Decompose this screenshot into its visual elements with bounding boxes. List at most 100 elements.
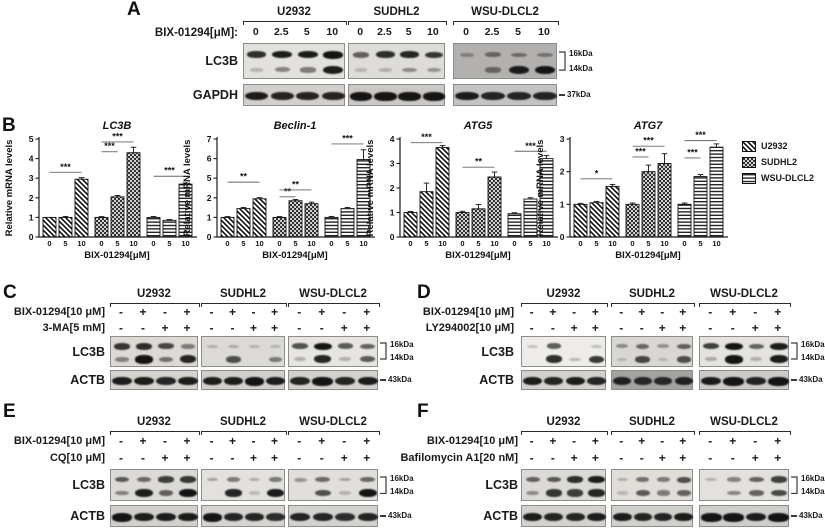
- blot-band: [314, 489, 331, 497]
- blot-band: [296, 91, 320, 101]
- bar-SUDHL2-5: [110, 196, 125, 238]
- condition-sign: -: [708, 321, 713, 335]
- blot-band: [337, 343, 353, 350]
- blot-band: [544, 512, 564, 522]
- panel-a-letter: A: [127, 0, 141, 20]
- blot-band: [323, 65, 344, 75]
- blot-band: [134, 376, 154, 386]
- condition-sign: +: [340, 451, 348, 465]
- condition-row-label: CQ[10 μM]: [49, 452, 105, 464]
- significance-stars: ***: [60, 162, 71, 172]
- panel-d-letter: D: [417, 282, 431, 303]
- significance-stars: **: [284, 186, 292, 196]
- condition-sign: +: [161, 321, 169, 335]
- y-tick-label: 0: [390, 232, 395, 242]
- legend-swatch-diagonal: [742, 141, 756, 152]
- blot-band: [422, 91, 446, 101]
- header-bracket: [453, 21, 559, 25]
- condition-sign: -: [297, 434, 302, 448]
- dose-value: 5: [515, 26, 521, 38]
- cell-line-header: SUDHL2: [373, 6, 420, 18]
- chart-title: LC3B: [103, 120, 132, 132]
- blot-band: [250, 68, 264, 72]
- significance-stars: **: [292, 179, 300, 189]
- cell-line-header: U2932: [546, 288, 581, 300]
- condition-sign: -: [572, 305, 577, 319]
- blot-band: [293, 477, 307, 482]
- y-tick-label: 2: [207, 193, 212, 203]
- x-tick-label: 10: [660, 239, 668, 248]
- y-tick-label: 7: [207, 134, 212, 144]
- blot-band: [339, 477, 352, 482]
- x-tick-label: 0: [151, 239, 155, 248]
- blot-image-actb-u2932: [521, 370, 606, 390]
- condition-sign: -: [730, 451, 735, 465]
- cell-line-header: U2932: [546, 416, 581, 428]
- blot-band: [424, 51, 443, 59]
- condition-sign: +: [679, 451, 687, 465]
- condition-sign: -: [708, 305, 713, 319]
- antibody-label: ACTB: [70, 373, 105, 387]
- bar-U2932-0: [403, 212, 418, 238]
- condition-sign: -: [230, 451, 235, 465]
- header-bracket: [201, 431, 287, 435]
- condition-sign: -: [619, 451, 624, 465]
- significance-stars: ***: [421, 132, 432, 142]
- condition-sign: -: [209, 321, 214, 335]
- condition-sign: +: [318, 434, 326, 448]
- blot-image-actb-u2932: [110, 370, 198, 390]
- legend-entry-U2932: U2932: [742, 141, 788, 152]
- chart-title: ATG7: [633, 120, 663, 132]
- bar-WSU-DLCL2-5: [340, 208, 355, 238]
- condition-sign: +: [318, 305, 326, 319]
- panel-f-letter: F: [417, 401, 429, 422]
- blot-image-actb-sudhl2: [611, 370, 693, 390]
- blot-band: [654, 512, 673, 522]
- blot-band: [656, 477, 670, 482]
- blot-image-lc3b-u2932: [521, 469, 606, 501]
- legend-entry-WSU-DLCL2: WSU-DLCL2: [742, 173, 814, 184]
- condition-sign: +: [774, 434, 782, 448]
- x-axis-label: BIX-01294[μM]: [615, 250, 680, 261]
- blot-band: [226, 477, 240, 482]
- condition-sign: +: [340, 321, 348, 335]
- blot-band: [676, 490, 691, 497]
- blot-band: [179, 476, 197, 483]
- bar-WSU-DLCL2-0: [324, 216, 339, 238]
- chart-Beclin-1: Beclin-1 Relative mRNA levels BIX-01294[μM…: [182, 120, 375, 261]
- blot-band: [616, 344, 629, 349]
- marker-label: 16kDa: [390, 340, 414, 350]
- y-tick-label: 0: [207, 232, 212, 242]
- condition-sign: -: [753, 305, 758, 319]
- condition-sign: +: [139, 434, 147, 448]
- dose-value: 10: [538, 26, 550, 38]
- bar-SUDHL2-0: [625, 203, 640, 238]
- x-tick-label: 10: [77, 239, 85, 248]
- blot-band: [636, 343, 650, 349]
- blot-band: [674, 376, 693, 386]
- condition-row-label: Bafilomycin A1[20 nM]: [400, 452, 518, 464]
- blot-band: [588, 489, 605, 497]
- condition-sign: -: [119, 321, 123, 335]
- antibody-label: ACTB: [70, 509, 105, 523]
- condition-sign: -: [209, 451, 214, 465]
- condition-sign: +: [183, 321, 191, 335]
- blot-image-actb-wsu-dlcl2: [288, 370, 378, 390]
- blot-band: [249, 344, 260, 348]
- header-bracket: [611, 431, 695, 435]
- blot-band: [379, 68, 392, 72]
- condition-sign: -: [319, 321, 324, 335]
- cell-line-header: WSU-DLCL2: [710, 288, 778, 300]
- blot-band: [111, 512, 133, 522]
- bar-SUDHL2-10: [304, 203, 319, 238]
- blot-band: [354, 68, 368, 72]
- blot-band: [290, 376, 311, 386]
- dose-value: 2.5: [377, 26, 392, 38]
- blot-band: [533, 91, 557, 101]
- blot-image-lc3b-u2932: [521, 336, 606, 367]
- condition-row-label: LY294002[10 μM]: [425, 322, 514, 334]
- marker-dash: [791, 379, 797, 381]
- cell-line-header: U2932: [137, 416, 171, 428]
- blot-band: [360, 476, 376, 483]
- blot-band: [723, 512, 745, 522]
